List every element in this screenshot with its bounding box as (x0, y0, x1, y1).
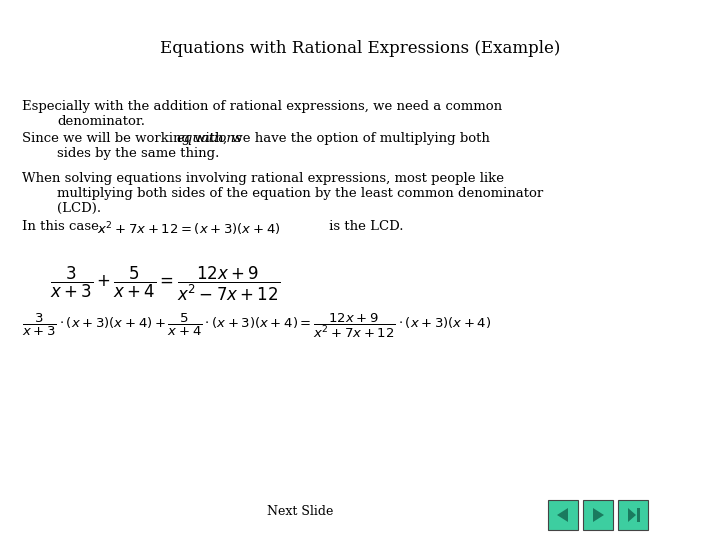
Text: Next Slide: Next Slide (267, 505, 333, 518)
Polygon shape (593, 508, 604, 522)
Text: In this case,: In this case, (22, 220, 107, 233)
Text: (LCD).: (LCD). (57, 202, 101, 215)
Text: multiplying both sides of the equation by the least common denominator: multiplying both sides of the equation b… (57, 187, 544, 200)
Polygon shape (628, 508, 636, 522)
Text: When solving equations involving rational expressions, most people like: When solving equations involving rationa… (22, 172, 504, 185)
Text: denominator.: denominator. (57, 115, 145, 128)
Text: equations: equations (176, 132, 242, 145)
FancyBboxPatch shape (618, 500, 648, 530)
FancyBboxPatch shape (548, 500, 578, 530)
Polygon shape (557, 508, 568, 522)
Text: Especially with the addition of rational expressions, we need a common: Especially with the addition of rational… (22, 100, 502, 113)
Text: $\dfrac{3}{x+3}\cdot(x+3)(x+4)+\dfrac{5}{x+4}\cdot(x+3)(x+4)=\dfrac{12x+9}{x^2+7: $\dfrac{3}{x+3}\cdot(x+3)(x+4)+\dfrac{5}… (22, 312, 492, 340)
Text: Equations with Rational Expressions (Example): Equations with Rational Expressions (Exa… (160, 40, 560, 57)
FancyBboxPatch shape (583, 500, 613, 530)
Text: sides by the same thing.: sides by the same thing. (57, 147, 220, 160)
Text: Since we will be working with: Since we will be working with (22, 132, 228, 145)
Text: , we have the option of multiplying both: , we have the option of multiplying both (223, 132, 490, 145)
Text: is the LCD.: is the LCD. (325, 220, 403, 233)
Text: $\dfrac{3}{x+3}+\dfrac{5}{x+4}=\dfrac{12x+9}{x^2-7x+12}$: $\dfrac{3}{x+3}+\dfrac{5}{x+4}=\dfrac{12… (50, 265, 280, 303)
Bar (637, 508, 640, 522)
Text: $x^2 + 7x + 12 = (x +3)(x + 4)$: $x^2 + 7x + 12 = (x +3)(x + 4)$ (97, 220, 281, 238)
